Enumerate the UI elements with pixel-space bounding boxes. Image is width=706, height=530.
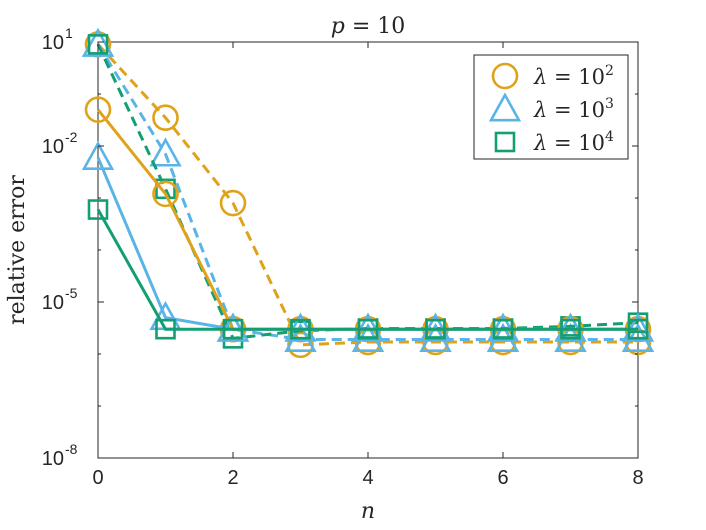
data-point bbox=[81, 27, 115, 57]
data-point bbox=[357, 318, 379, 340]
legend-label: λ = 103 bbox=[533, 96, 614, 122]
data-point bbox=[222, 318, 244, 340]
data-point bbox=[149, 137, 182, 167]
series-square-solid bbox=[87, 199, 649, 340]
chart-title: p = 10 bbox=[331, 14, 406, 39]
y-tick-exponent: -5 bbox=[65, 285, 78, 301]
legend-label: λ = 104 bbox=[533, 129, 614, 155]
legend-marker bbox=[488, 92, 522, 122]
x-tick-label: 0 bbox=[92, 467, 103, 489]
data-point bbox=[425, 318, 446, 340]
data-point bbox=[627, 318, 649, 340]
x-axis-label: n bbox=[361, 499, 375, 524]
data-point bbox=[152, 104, 179, 132]
x-tick-label: 8 bbox=[632, 467, 643, 489]
y-tick-label: 10 bbox=[42, 136, 64, 158]
x-tick-label: 4 bbox=[362, 467, 373, 489]
x-tick-label: 6 bbox=[497, 467, 508, 489]
y-axis-label: relative error bbox=[5, 175, 30, 325]
y-tick-label: 10 bbox=[42, 32, 64, 54]
data-point bbox=[290, 318, 311, 340]
legend-marker bbox=[491, 62, 519, 90]
data-point bbox=[560, 318, 581, 340]
data-point bbox=[84, 96, 112, 123]
legend: λ = 102 λ = 103 λ = 104 bbox=[473, 54, 629, 160]
data-point bbox=[87, 199, 109, 220]
data-point bbox=[492, 318, 514, 340]
data-point bbox=[152, 180, 179, 208]
x-tick-label: 2 bbox=[227, 467, 238, 489]
y-tick-exponent: 1 bbox=[65, 25, 73, 41]
y-tick-exponent: -8 bbox=[65, 441, 78, 457]
y-tick-label: 10 bbox=[42, 292, 64, 314]
legend-label: λ = 102 bbox=[533, 63, 614, 89]
series-line bbox=[96, 208, 638, 331]
data-point bbox=[155, 318, 176, 340]
series-layer bbox=[81, 27, 655, 359]
y-tick-label: 10 bbox=[42, 448, 64, 470]
data-point bbox=[81, 140, 115, 171]
data-point bbox=[219, 189, 247, 217]
y-tick-exponent: -2 bbox=[65, 129, 78, 145]
legend-marker bbox=[494, 131, 516, 153]
data-point bbox=[87, 34, 109, 55]
data-point bbox=[155, 178, 176, 200]
